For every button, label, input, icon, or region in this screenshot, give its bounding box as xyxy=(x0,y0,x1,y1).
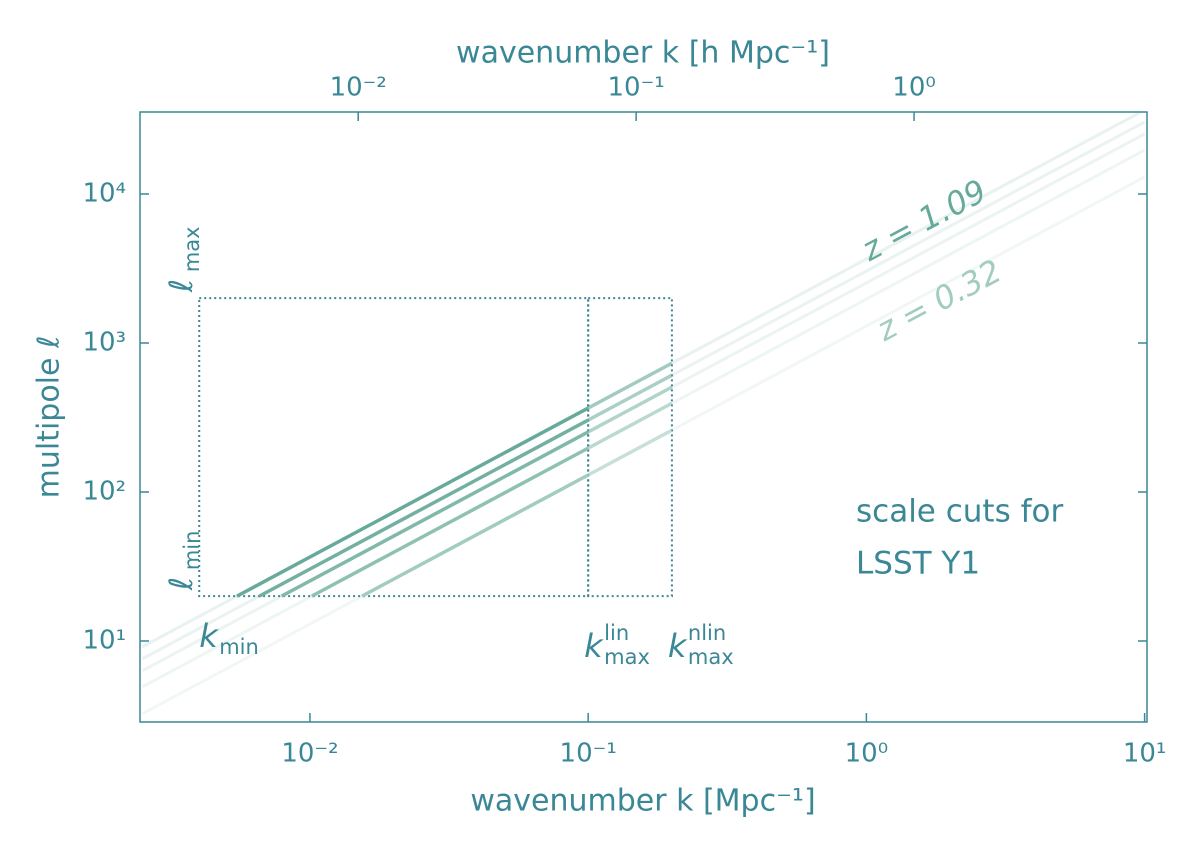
x2-tick-label: 10⁻² xyxy=(330,73,387,103)
nonlinear-cut-box xyxy=(587,297,673,598)
scale-cut-sup: nlin xyxy=(688,621,726,645)
scale-cut-symbol: k xyxy=(668,627,688,665)
scale-cut-sub: min xyxy=(180,531,204,571)
x-tick-label: 10⁻¹ xyxy=(560,739,617,769)
nonlinear-segment xyxy=(587,385,673,434)
note-line: scale cuts for xyxy=(856,494,1063,530)
note-line: LSST Y1 xyxy=(856,546,980,582)
nonlinear-segment xyxy=(587,361,673,410)
scale-cut-label: ℓ min xyxy=(162,531,204,592)
y-tick-label: 10⁴ xyxy=(82,178,126,208)
plot-area xyxy=(141,112,1146,716)
linear-cut-box xyxy=(198,297,590,598)
linear-segment xyxy=(258,418,589,598)
y-tick-label: 10² xyxy=(82,476,126,506)
scale-cut-sub: max xyxy=(180,226,204,272)
scale-cut-symbol: ℓ xyxy=(162,279,200,293)
scale-cut-symbol: ℓ xyxy=(162,577,200,591)
scale-cut-label: ℓ max xyxy=(162,226,204,293)
x2-tick-label: 10⁻¹ xyxy=(608,73,665,103)
nonlinear-segment xyxy=(587,428,673,477)
scale-cut-label: k min xyxy=(199,617,259,659)
y-axis-label: multipole ℓ xyxy=(32,336,67,499)
scale-cut-symbol: k xyxy=(584,627,604,665)
linear-segment xyxy=(361,473,589,598)
x2-tick-label: 10⁰ xyxy=(892,73,936,103)
linear-segment xyxy=(310,446,589,598)
linear-segment xyxy=(236,406,589,598)
scale-cut-sub: max xyxy=(688,645,734,669)
linear-segment xyxy=(280,430,589,598)
nonlinear-segment xyxy=(587,373,673,422)
y-tick-label: 10³ xyxy=(82,327,126,357)
x2-axis-label: wavenumber k [h Mpc⁻¹] xyxy=(456,36,830,71)
plot-frame xyxy=(139,111,1148,723)
x-tick-label: 10¹ xyxy=(1123,739,1167,769)
y-tick-label: 10¹ xyxy=(82,625,126,655)
scale-cut-symbol: k xyxy=(199,617,219,655)
scale-cut-sub: max xyxy=(604,645,650,669)
nonlinear-segment xyxy=(587,401,673,450)
scale-cut-sub: min xyxy=(219,635,259,659)
x-tick-label: 10⁰ xyxy=(845,739,889,769)
x-axis-label: wavenumber k [Mpc⁻¹] xyxy=(470,784,815,819)
x-tick-label: 10⁻² xyxy=(281,739,338,769)
scale-cut-sup: lin xyxy=(604,621,629,645)
